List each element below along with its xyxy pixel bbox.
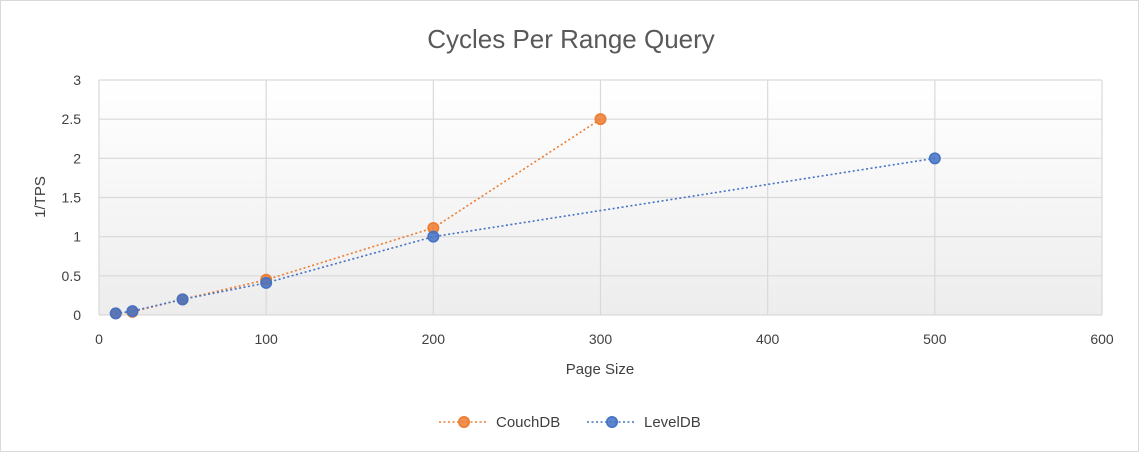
legend-marker bbox=[605, 415, 618, 428]
y-tick-label: 0 bbox=[73, 307, 81, 323]
chart-title: Cycles Per Range Query bbox=[427, 24, 715, 54]
tick-labels: 0 100 200 300 400 500 600 0 0.5 1 1.5 2 2.5 3 bbox=[62, 72, 1114, 347]
legend-item-couchdb: CouchDB bbox=[439, 414, 560, 431]
y-axis-label: 1/TPS bbox=[32, 176, 49, 218]
legend-label: CouchDB bbox=[496, 414, 560, 431]
y-tick-label: 3 bbox=[73, 72, 81, 88]
data-point-leveldb bbox=[126, 305, 139, 318]
data-point-leveldb bbox=[176, 293, 189, 306]
x-tick-label: 0 bbox=[95, 331, 103, 347]
x-tick-label: 600 bbox=[1090, 331, 1114, 347]
data-point-leveldb bbox=[928, 152, 941, 165]
data-point-leveldb bbox=[109, 307, 122, 320]
series-layer bbox=[109, 113, 941, 320]
y-tick-label: 0.5 bbox=[62, 268, 82, 284]
data-point-leveldb bbox=[260, 276, 273, 289]
y-tick-label: 1.5 bbox=[62, 190, 82, 206]
x-tick-label: 100 bbox=[254, 331, 278, 347]
legend-label: LevelDB bbox=[644, 414, 701, 431]
x-tick-label: 500 bbox=[923, 331, 947, 347]
y-tick-label: 2 bbox=[73, 150, 81, 166]
data-point-leveldb bbox=[427, 230, 440, 243]
y-tick-label: 1 bbox=[73, 229, 81, 245]
series-leveldb bbox=[109, 152, 941, 320]
x-tick-label: 300 bbox=[589, 331, 613, 347]
legend: CouchDB LevelDB bbox=[439, 414, 701, 431]
x-axis-label: Page Size bbox=[566, 361, 634, 378]
data-point-couchdb bbox=[594, 113, 607, 126]
x-tick-label: 400 bbox=[756, 331, 780, 347]
x-tick-label: 200 bbox=[422, 331, 446, 347]
legend-marker bbox=[457, 415, 470, 428]
y-tick-label: 2.5 bbox=[62, 111, 82, 127]
legend-item-leveldb: LevelDB bbox=[587, 414, 701, 431]
